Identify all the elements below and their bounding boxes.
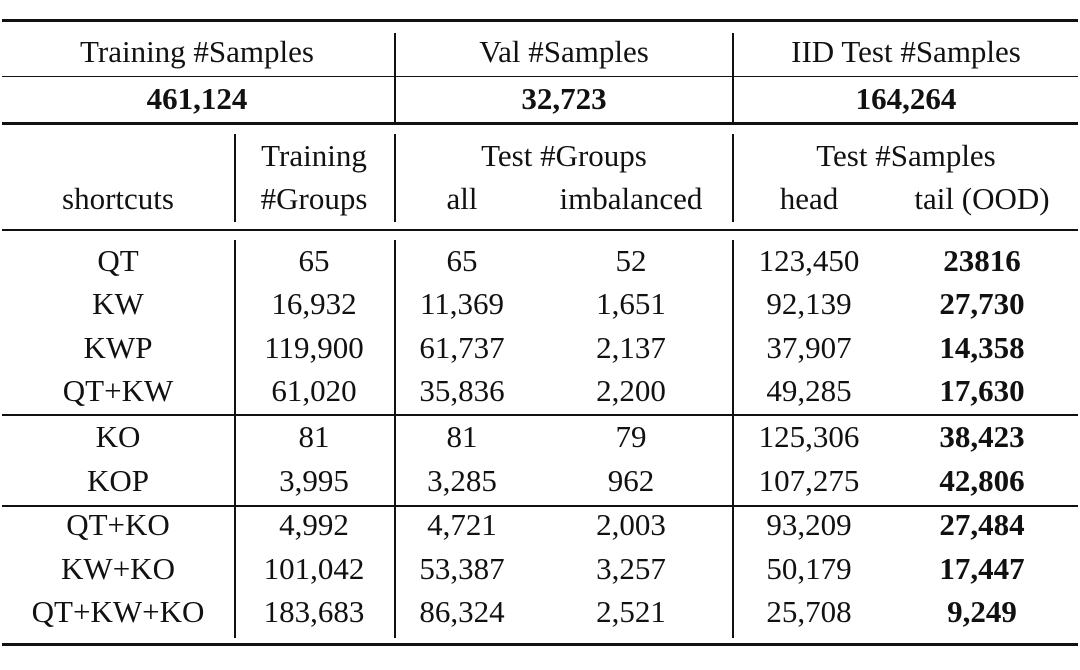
header-training-line2: #Groups (260, 181, 368, 216)
cell-test-samples-head: 93,209 (766, 507, 852, 542)
cell-test-samples-head: 107,275 (758, 463, 860, 498)
cell-test-groups-imbalanced: 79 (615, 419, 647, 454)
cell-training-groups: 81 (298, 419, 330, 454)
cell-shortcut: QT+KO (66, 507, 170, 542)
cell-shortcut: KW (92, 286, 144, 321)
cell-test-samples-head: 50,179 (766, 551, 852, 586)
body-vline-4 (234, 240, 236, 638)
header-bottom-rule (2, 229, 1078, 231)
body-vline-2 (394, 134, 396, 222)
cell-test-groups-imbalanced: 2,137 (596, 330, 666, 365)
cell-test-groups-all: 3,285 (427, 463, 497, 498)
cell-shortcut: QT+KW (62, 373, 174, 408)
cell-test-groups-all: 65 (446, 243, 478, 278)
summary-value-training: 461,124 (146, 81, 248, 116)
body-vline-5 (394, 240, 396, 638)
cell-test-samples-tail: 14,358 (939, 330, 1025, 365)
cell-test-groups-imbalanced: 1,651 (596, 286, 666, 321)
cell-training-groups: 101,042 (263, 551, 365, 586)
cell-test-samples-head: 37,907 (766, 330, 852, 365)
cell-training-groups: 183,683 (263, 594, 365, 629)
header-head: head (779, 181, 839, 216)
cell-test-groups-imbalanced: 962 (607, 463, 655, 498)
summary-value-iid-test: 164,264 (855, 81, 957, 116)
cell-test-groups-all: 11,369 (419, 286, 505, 321)
cell-test-samples-tail: 27,484 (939, 507, 1025, 542)
summary-vline-2 (732, 33, 734, 122)
cell-test-groups-imbalanced: 2,521 (596, 594, 666, 629)
cell-shortcut: KW+KO (61, 551, 175, 586)
cell-test-samples-tail: 17,447 (939, 551, 1025, 586)
body-vline-6 (732, 240, 734, 638)
summary-header-training: Training #Samples (80, 34, 314, 69)
header-training-line1: Training (261, 138, 367, 173)
cell-test-groups-imbalanced: 52 (615, 243, 647, 278)
cell-test-samples-head: 25,708 (766, 594, 852, 629)
summary-header-val: Val #Samples (479, 34, 649, 69)
cell-training-groups: 4,992 (279, 507, 349, 542)
header-imbalanced: imbalanced (559, 181, 703, 216)
cell-test-groups-all: 61,737 (419, 330, 505, 365)
summary-header-iid-test: IID Test #Samples (791, 34, 1021, 69)
cell-test-groups-all: 81 (446, 419, 478, 454)
cell-shortcut: KO (95, 419, 141, 454)
summary-divider (2, 76, 1078, 77)
cell-test-groups-all: 86,324 (419, 594, 505, 629)
bottom-rule (2, 643, 1078, 646)
summary-vline-1 (394, 33, 396, 122)
group-divider-2 (2, 505, 1078, 507)
body-vline-3 (732, 134, 734, 222)
group-divider-1 (2, 414, 1078, 416)
header-test-samples: Test #Samples (816, 138, 996, 173)
cell-test-samples-head: 123,450 (758, 243, 860, 278)
cell-training-groups: 65 (298, 243, 330, 278)
cell-test-groups-all: 53,387 (419, 551, 505, 586)
summary-value-val: 32,723 (521, 81, 607, 116)
cell-shortcut: QT (97, 243, 139, 278)
cell-test-samples-tail: 38,423 (939, 419, 1025, 454)
cell-test-samples-tail: 17,630 (939, 373, 1025, 408)
header-tail: tail (OOD) (914, 181, 1050, 216)
cell-test-samples-tail: 27,730 (939, 286, 1025, 321)
summary-bottom-rule (2, 122, 1078, 125)
cell-test-groups-all: 35,836 (419, 373, 505, 408)
cell-test-samples-head: 49,285 (766, 373, 852, 408)
cell-shortcut: KOP (86, 463, 150, 498)
cell-test-groups-imbalanced: 2,200 (596, 373, 666, 408)
cell-training-groups: 61,020 (271, 373, 357, 408)
cell-shortcut: QT+KW+KO (31, 594, 205, 629)
header-all: all (446, 181, 478, 216)
cell-test-samples-tail: 23816 (943, 243, 1021, 278)
cell-training-groups: 119,900 (264, 330, 364, 365)
cell-test-samples-tail: 9,249 (947, 594, 1017, 629)
header-shortcuts: shortcuts (62, 181, 174, 216)
cell-test-groups-imbalanced: 2,003 (596, 507, 666, 542)
cell-test-groups-imbalanced: 3,257 (596, 551, 666, 586)
cell-shortcut: KWP (83, 330, 153, 365)
cell-test-groups-all: 4,721 (427, 507, 497, 542)
top-rule (2, 19, 1078, 22)
cell-test-samples-head: 92,139 (766, 286, 852, 321)
cell-training-groups: 16,932 (271, 286, 357, 321)
header-test-groups: Test #Groups (481, 138, 647, 173)
cell-test-samples-head: 125,306 (758, 419, 860, 454)
cell-test-samples-tail: 42,806 (939, 463, 1025, 498)
body-vline-1 (234, 134, 236, 222)
cell-training-groups: 3,995 (279, 463, 349, 498)
